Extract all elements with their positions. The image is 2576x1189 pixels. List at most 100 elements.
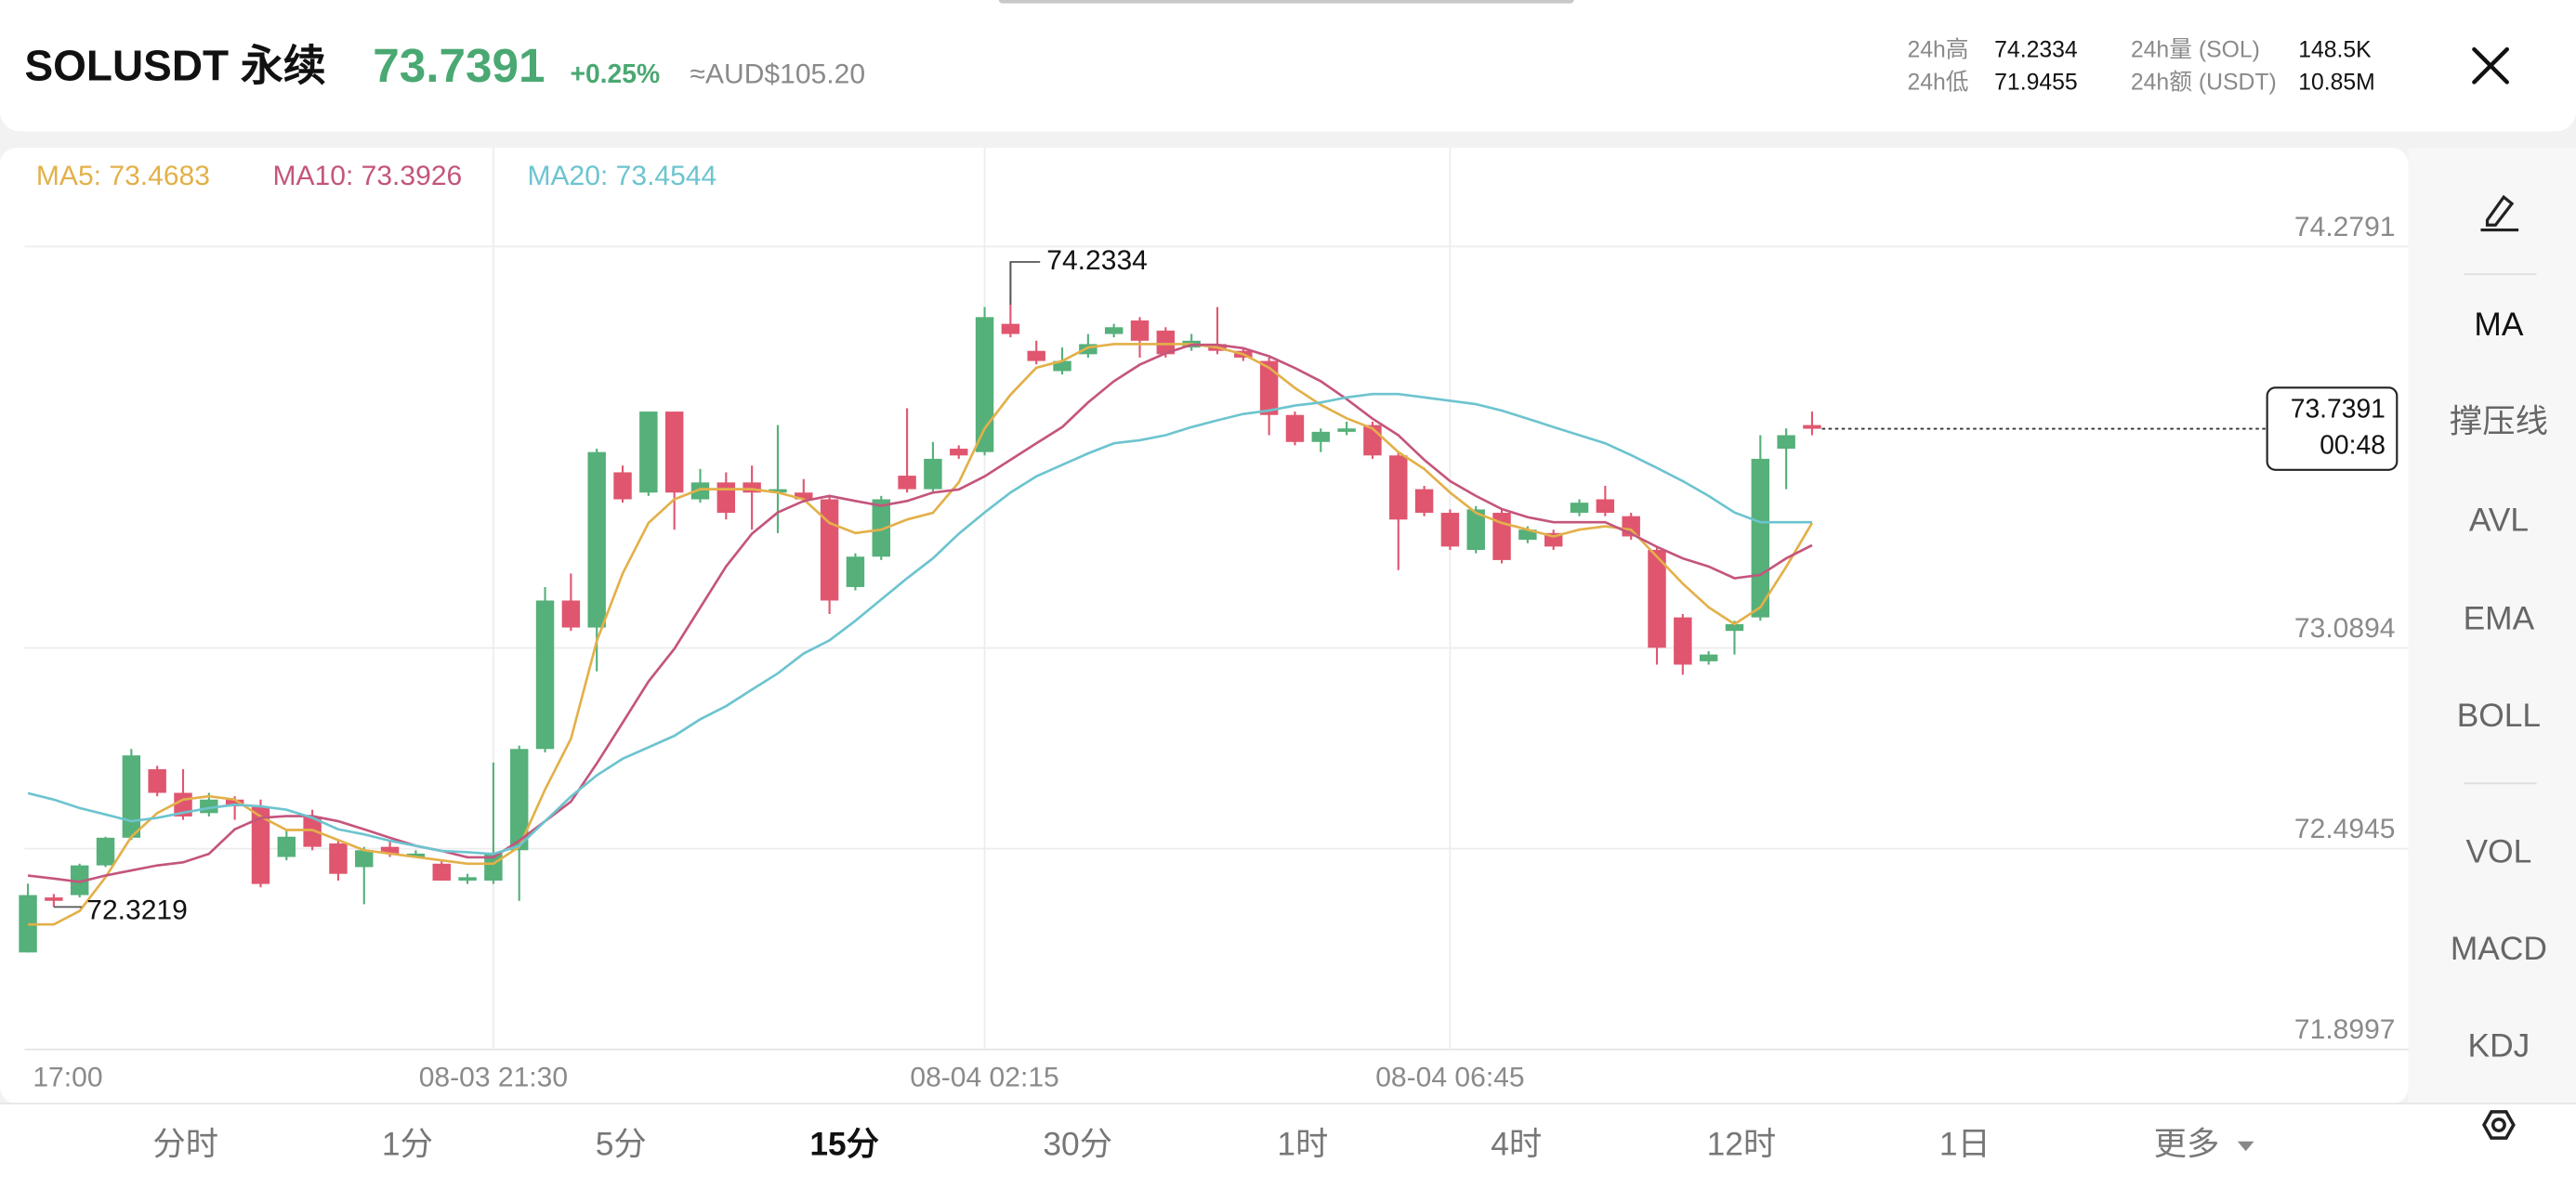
interval-tab[interactable]: 15分 [809, 1126, 879, 1162]
tab-bar [0, 1104, 2576, 1189]
ma-line [27, 343, 1813, 883]
indicator-button[interactable]: 撑压线 [2450, 403, 2548, 439]
candle-body [1440, 513, 1460, 547]
high-pointer [1009, 261, 1041, 305]
candle-body [1311, 431, 1331, 442]
stat-label: 24h量 (SOL) [2131, 37, 2260, 62]
candle-body [795, 492, 813, 500]
candle-body [1803, 425, 1821, 429]
interval-tab[interactable]: 12时 [1707, 1126, 1777, 1162]
indicator-button[interactable]: BOLL [2457, 698, 2541, 734]
candle-body [70, 865, 89, 895]
candle-body [277, 836, 296, 857]
candle-body [1001, 323, 1020, 334]
close-button[interactable] [2472, 46, 2509, 85]
change: +0.25% [570, 59, 660, 88]
last-price-label: 73.7391 [2291, 394, 2385, 424]
toolbar-panel [2408, 148, 2576, 1104]
candle-body [1104, 327, 1124, 334]
candle-body [1414, 489, 1434, 514]
indicator-button[interactable]: EMA [2464, 601, 2535, 637]
settings-button[interactable] [2481, 1110, 2516, 1140]
y-tick-label: 71.8997 [2294, 1014, 2396, 1045]
candle-body [1596, 499, 1615, 514]
candle-body [1285, 414, 1305, 442]
candle-body [872, 499, 890, 557]
price: 73.7391 [373, 39, 545, 92]
stat-value: 148.5K [2298, 37, 2372, 62]
candle-body [1079, 344, 1097, 355]
stat-label: 24h高 [1907, 36, 1968, 62]
last-price-box [2266, 386, 2399, 471]
ma-line [27, 392, 1812, 856]
candle-body [1130, 320, 1150, 341]
candle-body [1466, 509, 1485, 551]
candle-body [1751, 458, 1770, 618]
interval-tab[interactable]: 更多 [2154, 1126, 2220, 1162]
more-arrow [2237, 1141, 2254, 1152]
candle-body [432, 863, 451, 881]
indicator-button[interactable]: MACD [2451, 931, 2547, 967]
candle-body [587, 451, 606, 628]
drag-handle [998, 0, 1574, 4]
candle-body [613, 472, 632, 500]
interval-tab[interactable]: 1日 [1939, 1126, 1991, 1162]
candle-body [820, 499, 839, 601]
y-tick-label: 74.2791 [2294, 212, 2396, 242]
candle-body [924, 458, 942, 490]
interval-tab[interactable]: 1时 [1277, 1126, 1328, 1162]
y-tick-label: 73.0894 [2294, 613, 2396, 644]
candle-body [690, 482, 710, 500]
candle-body [1725, 623, 1744, 632]
candle-body [225, 799, 244, 807]
x-tick-label: 08-04 02:15 [910, 1062, 1058, 1092]
candle-body [355, 850, 374, 868]
candle-body [535, 600, 555, 750]
candle-body [45, 897, 63, 901]
indicator-button[interactable]: AVL [2469, 503, 2529, 539]
candle-body [1777, 435, 1795, 450]
candle-body [769, 489, 787, 493]
indicator-button[interactable]: MA [2474, 307, 2523, 343]
candle-body [1053, 360, 1071, 372]
candle-body [1156, 330, 1176, 355]
candle-body [975, 317, 994, 452]
candle-body [1259, 360, 1279, 415]
candle-body [122, 755, 141, 838]
candle-body [1518, 529, 1537, 541]
candle-body [509, 749, 529, 851]
indicator-button[interactable]: KDJ [2468, 1027, 2530, 1064]
candle-body [743, 482, 761, 493]
draw-tool[interactable] [2480, 194, 2519, 232]
candle-body [950, 449, 968, 456]
stat-value: 74.2334 [1994, 37, 2078, 62]
y-tick-label: 72.4945 [2294, 814, 2396, 844]
candle-body [716, 482, 736, 514]
interval-tab[interactable]: 1分 [382, 1126, 433, 1162]
candle-body [1570, 503, 1589, 514]
fiat-price: ≈AUD$105.20 [690, 59, 865, 89]
candle-body [380, 846, 400, 854]
interval-tab[interactable]: 分时 [152, 1126, 218, 1162]
candle-body [639, 412, 658, 493]
candle-body [148, 769, 166, 793]
interval-tab[interactable]: 5分 [596, 1126, 647, 1162]
candle-body [458, 877, 477, 881]
interval-tab[interactable]: 4时 [1491, 1126, 1542, 1162]
stat-label: 24h额 (USDT) [2131, 70, 2277, 96]
x-tick-label: 17:00 [33, 1062, 102, 1092]
candle-body [898, 476, 916, 490]
interval-tab[interactable]: 30分 [1043, 1126, 1112, 1162]
x-tick-label: 08-04 06:45 [1375, 1062, 1524, 1092]
indicator-button[interactable]: VOL [2466, 834, 2532, 870]
legend-entry: MA20: 73.4544 [527, 161, 716, 191]
candle-body [561, 600, 581, 628]
candle-body [1699, 654, 1718, 661]
candle-body [664, 412, 684, 493]
candle-body [1337, 428, 1356, 432]
candle-body [1648, 550, 1666, 648]
legend-entry: MA10: 73.3926 [272, 161, 462, 191]
legend-entry: MA5: 73.4683 [36, 161, 210, 191]
candle-body [1027, 350, 1045, 361]
